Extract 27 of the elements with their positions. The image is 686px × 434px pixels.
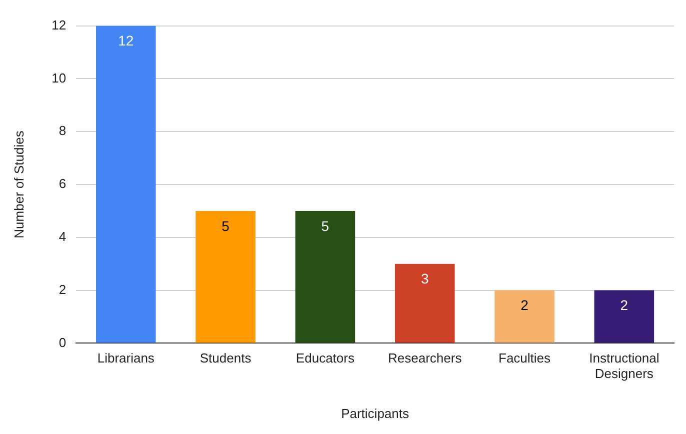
x-tick-label: Librarians (97, 350, 155, 366)
data-label: 2 (520, 297, 529, 314)
x-tick-label: Students (200, 350, 252, 366)
bar (594, 290, 654, 343)
y-tick-label: 2 (58, 282, 66, 297)
data-label: 5 (222, 218, 230, 234)
y-tick-label: 0 (58, 334, 66, 350)
x-tick-label: Educators (296, 350, 355, 366)
y-tick-label: 6 (58, 176, 66, 192)
data-label: 3 (420, 270, 429, 287)
x-tick-label: Faculties (498, 350, 552, 366)
bar (394, 264, 455, 343)
y-axis-title: Number of Studies (11, 130, 26, 238)
bar (494, 290, 554, 343)
bar (196, 210, 256, 343)
bar (96, 26, 156, 343)
x-tick-label: Instructional Designers (589, 350, 660, 382)
y-tick-label: 4 (58, 228, 66, 244)
data-label: 2 (620, 297, 628, 314)
x-axis-title: Participants (341, 406, 410, 421)
y-tick-label: 12 (52, 17, 66, 32)
data-label: 5 (321, 218, 330, 234)
data-label: 12 (118, 32, 134, 49)
y-tick-label: 10 (52, 70, 66, 86)
bar (295, 210, 356, 343)
y-tick-label: 8 (58, 123, 66, 138)
x-tick-label: Researchers (388, 350, 462, 366)
